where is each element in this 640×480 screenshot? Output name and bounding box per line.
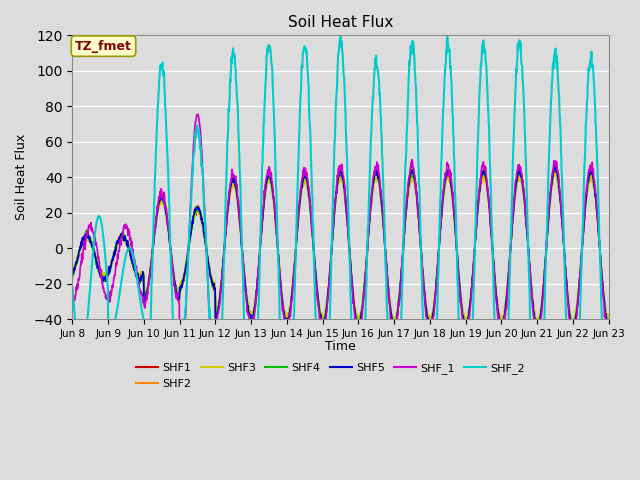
- SHF5: [551, 163, 559, 169]
- SHF5: [605, 322, 612, 327]
- Title: Soil Heat Flux: Soil Heat Flux: [288, 15, 393, 30]
- SHF_2: [542, 264, 550, 270]
- SHF1: [248, 316, 255, 322]
- SHF_1: [424, 325, 432, 331]
- SHF2: [248, 320, 255, 326]
- SHF_1: [194, 111, 202, 117]
- Line: SHF5: SHF5: [72, 166, 609, 330]
- SHF2: [534, 330, 542, 336]
- SHF_1: [605, 330, 612, 336]
- SHF3: [552, 170, 559, 176]
- SHF_1: [248, 318, 256, 324]
- Line: SHF1: SHF1: [72, 170, 609, 326]
- SHF5: [188, 225, 195, 230]
- SHF4: [569, 325, 577, 331]
- SHF_2: [461, 457, 468, 463]
- SHF1: [569, 324, 577, 329]
- SHF5: [248, 318, 255, 324]
- SHF_1: [68, 299, 76, 305]
- SHF_1: [188, 172, 196, 178]
- SHF1: [188, 225, 195, 230]
- Y-axis label: Soil Heat Flux: Soil Heat Flux: [15, 134, 28, 220]
- SHF4: [68, 275, 76, 280]
- SHF_1: [176, 379, 184, 384]
- SHF1: [541, 265, 548, 271]
- SHF4: [551, 164, 559, 170]
- SHF5: [568, 327, 576, 333]
- SHF4: [175, 295, 182, 301]
- SHF2: [541, 260, 549, 266]
- SHF2: [188, 225, 195, 230]
- SHF2: [424, 319, 431, 324]
- SHF3: [424, 311, 431, 316]
- SHF4: [493, 301, 501, 307]
- SHF3: [493, 302, 501, 308]
- Line: SHF3: SHF3: [72, 173, 609, 323]
- SHF3: [188, 225, 195, 230]
- Text: TZ_fmet: TZ_fmet: [75, 39, 132, 53]
- SHF1: [68, 271, 76, 277]
- Line: SHF2: SHF2: [72, 164, 609, 333]
- SHF4: [424, 313, 431, 319]
- SHF1: [175, 294, 182, 300]
- SHF5: [68, 273, 76, 278]
- SHF_2: [175, 432, 182, 438]
- SHF_2: [424, 434, 431, 440]
- SHF3: [175, 291, 182, 297]
- SHF_2: [605, 433, 612, 439]
- SHF3: [568, 320, 575, 326]
- SHF3: [605, 314, 612, 320]
- SHF2: [175, 297, 182, 302]
- SHF4: [248, 315, 255, 321]
- SHF_1: [175, 298, 182, 304]
- SHF1: [605, 320, 612, 326]
- Line: SHF4: SHF4: [72, 167, 609, 328]
- Line: SHF_2: SHF_2: [72, 36, 609, 460]
- Legend: SHF1, SHF2, SHF3, SHF4, SHF5, SHF_1, SHF_2: SHF1, SHF2, SHF3, SHF4, SHF5, SHF_1, SHF…: [132, 359, 530, 393]
- SHF1: [493, 304, 501, 310]
- SHF5: [493, 308, 501, 313]
- SHF5: [541, 263, 548, 269]
- SHF_2: [248, 447, 255, 453]
- Line: SHF_1: SHF_1: [72, 114, 609, 382]
- SHF3: [248, 311, 255, 316]
- X-axis label: Time: Time: [325, 340, 356, 353]
- SHF2: [552, 161, 559, 167]
- SHF4: [188, 226, 195, 232]
- SHF5: [175, 297, 182, 302]
- SHF_2: [495, 418, 502, 423]
- SHF_2: [444, 33, 451, 38]
- SHF3: [68, 268, 76, 274]
- SHF_2: [68, 284, 76, 290]
- SHF2: [605, 327, 612, 333]
- SHF1: [424, 315, 431, 321]
- SHF2: [493, 307, 501, 313]
- SHF5: [424, 317, 431, 323]
- SHF_1: [495, 313, 502, 319]
- SHF_1: [542, 255, 550, 261]
- SHF_2: [188, 185, 195, 191]
- SHF3: [541, 262, 548, 268]
- SHF2: [68, 271, 76, 276]
- SHF1: [552, 168, 559, 173]
- SHF4: [605, 318, 612, 324]
- SHF4: [541, 262, 548, 268]
